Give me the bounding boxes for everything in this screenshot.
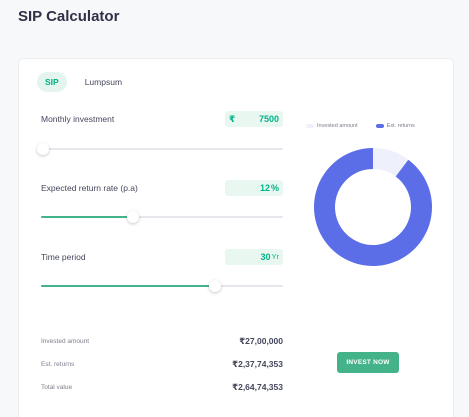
summary-invested: Invested amount ₹27,00,000 [41,336,283,347]
legend-returns: Est. returns [375,123,415,129]
monthly-investment-label: Monthly investment [41,114,115,124]
rupee-prefix: ₹ [229,114,236,124]
summary-invested-value: ₹27,00,000 [239,336,283,346]
monthly-investment-slider[interactable] [37,143,283,155]
monthly-investment-input[interactable]: ₹ 7500 [225,111,283,127]
slider-thumb[interactable] [126,211,139,223]
slider-thumb[interactable] [37,143,50,155]
calculator-tabs: SIP Lumpsum [37,72,130,92]
chart-legend: Invested amount Est. returns [306,123,415,129]
legend-invested-label: Invested amount [317,123,358,129]
summary-returns-value: ₹2,37,74,353 [232,359,283,369]
summary-returns: Est. returns ₹2,37,74,353 [41,359,283,370]
monthly-investment-value: 7500 [258,114,279,124]
time-period-label: Time period [41,252,86,262]
summary-returns-label: Est. returns [41,361,75,368]
page-title: SIP Calculator [18,8,120,25]
summary-invested-label: Invested amount [41,338,90,345]
percent-unit: % [270,183,279,193]
years-unit: Yr [271,252,280,261]
return-rate-input[interactable]: 12 % [225,180,283,196]
slider-fill [41,285,216,287]
return-rate-label: Expected return rate (p.a) [41,183,138,193]
returns-swatch-icon [375,124,384,128]
summary-total-value: ₹2,64,74,353 [232,382,283,392]
return-rate-slider[interactable] [41,211,283,223]
slider-thumb[interactable] [209,280,222,292]
tab-sip[interactable]: SIP [37,72,67,92]
donut-slice-invested [373,148,409,177]
donut-slice-returns [314,148,432,266]
donut-chart [314,148,432,266]
tab-lumpsum[interactable]: Lumpsum [84,77,123,87]
invested-swatch-icon [306,124,314,128]
legend-returns-label: Est. returns [386,123,415,129]
invest-now-button[interactable]: INVEST NOW [337,352,399,373]
slider-fill [41,216,133,218]
time-period-slider[interactable] [41,280,283,292]
time-period-input[interactable]: 30 Yr [225,249,283,265]
summary-total: Total value ₹2,64,74,353 [41,382,283,393]
calculator-card: SIP Lumpsum Monthly investment ₹ 7500 Ex… [18,58,454,417]
return-rate-value: 12 [259,183,270,193]
time-period-value: 30 [260,252,271,262]
legend-invested: Invested amount [306,123,358,129]
summary-total-label: Total value [41,384,73,391]
